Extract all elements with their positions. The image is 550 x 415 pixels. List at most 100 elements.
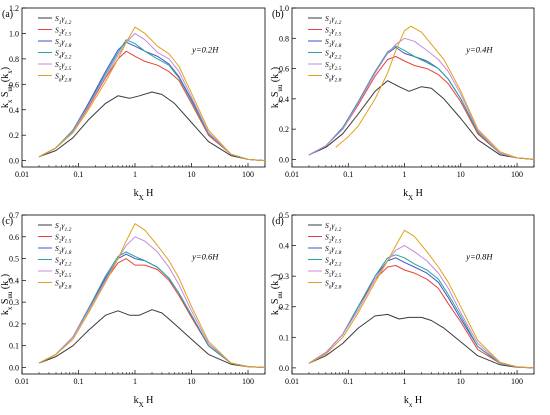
series-line-4 <box>38 39 266 162</box>
annotation-label: y=0.8H <box>465 252 493 262</box>
y-tick-label: 0.5 <box>279 211 289 220</box>
y-tick-label: 0.4 <box>9 106 19 115</box>
series-line-5 <box>308 245 535 369</box>
chart-panel-2: 0.01 0.1 1 10 100 0.0 0.2 0.4 0.6 0.8 1.0 S1γ1.2S2γ… <box>270 4 535 202</box>
legend-entry: S4γ2.2 <box>325 256 342 268</box>
y-tick-label: 0.1 <box>279 333 289 342</box>
series-line-3 <box>38 41 266 162</box>
series-line-3 <box>308 46 535 160</box>
legend-entry: S4γ2.2 <box>55 49 72 61</box>
legend-entry: S1γ1.2 <box>55 221 72 233</box>
series-line-1 <box>38 91 266 162</box>
x-tick-label: 1 <box>133 170 137 179</box>
series-line-6 <box>38 26 266 162</box>
y-tick-label: 0.4 <box>9 276 19 285</box>
legend-entry: S5γ2.5 <box>325 60 342 72</box>
x-tick-label: 10 <box>187 170 195 179</box>
chart-panel-3: 0.01 0.1 1 10 100 0.0 0.1 0.2 0.3 0.4 0.5 0.6 0.7 S1γ… <box>0 211 266 409</box>
plot-frame <box>291 214 535 375</box>
y-tick-label: 0.5 <box>9 255 19 264</box>
legend-entry: S2γ1.5 <box>55 26 72 38</box>
legend-entry: S6γ2.8 <box>325 72 342 84</box>
panel-label: (b) <box>272 9 284 20</box>
x-tick-label: 1 <box>133 377 137 386</box>
series-line-6 <box>335 25 535 160</box>
plot-frame <box>21 7 266 168</box>
series-line-4 <box>308 45 535 160</box>
legend-entry: S3γ1.8 <box>325 37 342 49</box>
x-axis-label: kX H <box>403 188 423 202</box>
y-tick-label: 0.6 <box>9 233 19 242</box>
legend-entry: S1γ1.2 <box>325 221 342 233</box>
legend-entry: S3γ1.8 <box>325 244 342 256</box>
series-line-3 <box>38 253 266 368</box>
series-line-2 <box>308 265 535 369</box>
y-tick-label: 0.1 <box>9 342 19 351</box>
y-tick-label: 0.2 <box>279 125 289 134</box>
y-tick-label: 0.3 <box>9 298 19 307</box>
y-axis-label: kx Suu (kx) <box>270 67 284 108</box>
series-line-3 <box>308 257 535 369</box>
y-tick-label: 0.8 <box>9 55 19 64</box>
y-tick-label: 0.0 <box>9 157 19 166</box>
annotation-label: y=0.6H <box>191 252 219 262</box>
y-axis-label: kx Suu (kx) <box>0 274 14 315</box>
x-tick-label: 0.1 <box>343 377 353 386</box>
y-tick-label: 0.2 <box>279 303 289 312</box>
series-line-5 <box>308 37 535 160</box>
series-line-6 <box>38 223 266 368</box>
legend-entry: S6γ2.8 <box>55 279 72 291</box>
x-tick-label: 0.01 <box>15 377 29 386</box>
series-line-5 <box>38 236 266 368</box>
y-tick-label: 0.6 <box>279 65 289 74</box>
y-tick-label: 1.0 <box>9 29 19 38</box>
x-tick-label: 0.01 <box>285 170 299 179</box>
y-tick-label: 0.4 <box>279 242 289 251</box>
legend-entry: S6γ2.8 <box>55 72 72 84</box>
y-tick-label: 1.2 <box>9 4 19 13</box>
x-tick-label: 0.01 <box>285 377 299 386</box>
y-tick-label: 0.2 <box>9 131 19 140</box>
series-line-2 <box>38 50 266 162</box>
legend-entry: S3γ1.8 <box>55 244 72 256</box>
legend-entry: S2γ1.5 <box>325 26 342 38</box>
series-line-4 <box>308 254 535 369</box>
x-axis-label: kx H <box>404 395 422 409</box>
legend-entry: S2γ1.5 <box>55 233 72 245</box>
legend-entry: S2γ1.5 <box>325 233 342 245</box>
panel-label: (d) <box>272 216 284 227</box>
y-tick-label: 1.0 <box>279 4 289 13</box>
x-tick-label: 100 <box>242 170 254 179</box>
x-axis-label: kX H <box>134 395 154 409</box>
legend-entry: S4γ2.2 <box>325 49 342 61</box>
y-axis-label: kx Suu (kx) <box>0 67 14 108</box>
y-tick-label: 0.0 <box>279 364 289 373</box>
y-tick-label: 0.2 <box>9 320 19 329</box>
legend-entry: S6γ2.8 <box>325 279 342 291</box>
x-tick-label: 0.1 <box>73 377 83 386</box>
x-tick-label: 1 <box>403 377 407 386</box>
x-tick-label: 100 <box>511 170 523 179</box>
y-tick-label: 0.0 <box>279 155 289 164</box>
x-tick-label: 10 <box>457 377 465 386</box>
y-tick-label: 0.4 <box>279 95 289 104</box>
plot-frame <box>21 214 266 375</box>
x-tick-label: 0.01 <box>15 170 29 179</box>
y-tick-label: 0.8 <box>279 34 289 43</box>
legend-entry: S1γ1.2 <box>55 14 72 26</box>
series-line-2 <box>38 258 266 368</box>
series-line-2 <box>308 56 535 160</box>
series-line-4 <box>38 251 266 368</box>
legend-entry: S1γ1.2 <box>325 14 342 26</box>
x-tick-label: 100 <box>242 377 254 386</box>
series-line-1 <box>308 80 535 160</box>
chart-panel-4: 0.01 0.1 1 10 100 0.0 0.1 0.2 0.3 0.4 0.5 S1γ1.2S2γ… <box>270 211 535 409</box>
x-tick-label: 10 <box>187 377 195 386</box>
legend-entry: S5γ2.5 <box>55 60 72 72</box>
legend-entry: S5γ2.5 <box>325 267 342 279</box>
x-tick-label: 10 <box>457 170 465 179</box>
y-tick-label: 0.3 <box>279 272 289 281</box>
x-tick-label: 0.1 <box>73 170 83 179</box>
y-tick-label: 0.0 <box>9 363 19 372</box>
